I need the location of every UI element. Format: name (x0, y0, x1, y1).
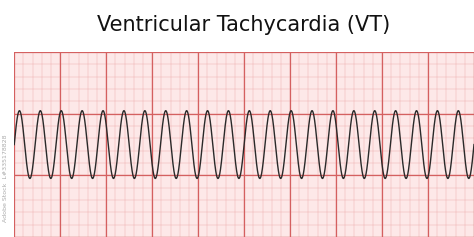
Text: Ventricular Tachycardia (VT): Ventricular Tachycardia (VT) (98, 15, 391, 35)
Text: Adobe Stock  L#335178828: Adobe Stock L#335178828 (3, 134, 8, 222)
